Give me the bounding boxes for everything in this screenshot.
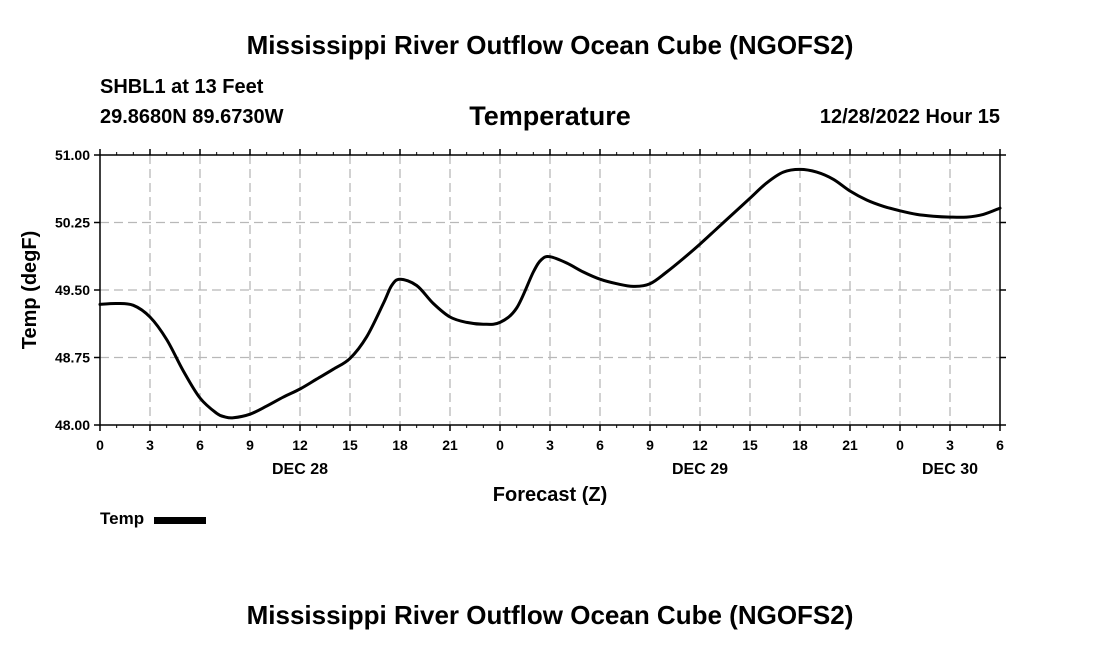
chart-main-title: Mississippi River Outflow Ocean Cube (NG… — [246, 30, 854, 60]
x-day-label: DEC 29 — [672, 461, 728, 478]
x-day-label: DEC 28 — [272, 461, 328, 478]
x-tick-label: 0 — [496, 437, 504, 453]
x-tick-label: 15 — [342, 437, 358, 453]
x-tick-label: 6 — [996, 437, 1004, 453]
forecast-date-label: 12/28/2022 Hour 15 — [819, 106, 1000, 128]
x-day-label: DEC 30 — [922, 461, 978, 478]
x-tick-label: 21 — [842, 437, 858, 453]
x-tick-label: 21 — [442, 437, 458, 453]
x-tick-label: 18 — [392, 437, 408, 453]
y-tick-label: 51.00 — [55, 147, 90, 163]
y-tick-label: 49.50 — [55, 282, 90, 298]
tick-labels: 48.00 48.75 49.50 50.25 51.00 0 3 6 9 12 15 18 21 0 3 6… — [55, 147, 1004, 478]
x-tick-label: 6 — [596, 437, 604, 453]
station-label: SHBL1 at 13 Feet — [100, 76, 264, 98]
x-tick-label: 0 — [896, 437, 904, 453]
y-axis-label: Temp (degF) — [19, 231, 41, 350]
variable-title: Temperature — [469, 101, 631, 131]
x-tick-label: 6 — [196, 437, 204, 453]
x-tick-label: 12 — [292, 437, 308, 453]
series-line-temp — [98, 167, 1002, 420]
legend-label-temp: Temp — [100, 509, 145, 528]
grid — [100, 155, 1000, 425]
legend-swatch-temp — [154, 517, 207, 524]
x-tick-label: 9 — [246, 437, 254, 453]
x-tick-label: 0 — [96, 437, 104, 453]
x-tick-label: 12 — [692, 437, 708, 453]
axis-ticks — [94, 149, 1006, 431]
y-tick-label: 48.75 — [55, 350, 90, 366]
x-tick-label: 3 — [946, 437, 954, 453]
x-tick-label: 3 — [146, 437, 154, 453]
x-tick-label: 18 — [792, 437, 808, 453]
chart-footer-title: Mississippi River Outflow Ocean Cube (NG… — [246, 600, 854, 630]
y-tick-label: 48.00 — [55, 417, 90, 433]
x-tick-label: 15 — [742, 437, 758, 453]
x-tick-label: 9 — [646, 437, 654, 453]
x-tick-label: 3 — [546, 437, 554, 453]
y-tick-label: 50.25 — [55, 215, 90, 231]
legend: Temp — [100, 509, 207, 529]
x-axis-label: Forecast (Z) — [493, 484, 607, 506]
lat-lon-label: 29.8680N 89.6730W — [100, 106, 284, 128]
